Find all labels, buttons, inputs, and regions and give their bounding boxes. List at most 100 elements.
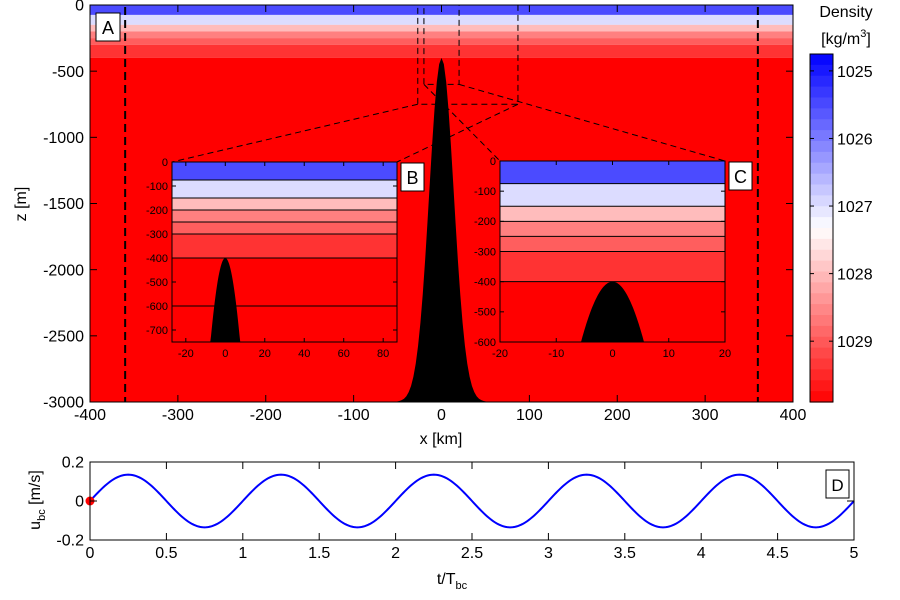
colorbar-level [810,391,833,403]
inset-c-layers [500,161,725,342]
inset-b-label: B [406,168,418,188]
x-tick-label: 0.5 [155,545,177,562]
x-tick-label: 20 [259,348,271,360]
colorbar-level [810,195,833,207]
colorbar-level [810,108,833,120]
x-tick-label: 10 [663,348,675,360]
y-tick-label: -500 [52,64,84,81]
inset-b-layers [172,162,397,342]
x-tick-label: 4 [697,545,706,562]
colorbar-level [810,162,833,175]
colorbar-level [810,282,833,294]
colorbar-level [810,173,833,186]
colorbar-level [810,380,833,392]
density-layer [500,221,725,237]
density-layer [90,14,793,25]
density-layer [172,180,397,198]
x-tick-label: 300 [692,407,719,424]
inset-c-interfaces [500,183,725,283]
colorbar-level [810,325,833,338]
zoom-connector [171,103,418,163]
density-layer [500,206,725,222]
colorbar-level [810,304,833,316]
x-tick-label: 0 [86,545,95,562]
y-tick-label: 0 [75,494,84,511]
density-colorbar: Density [kg/m3] 1025 1026 1027 1028 1029 [809,4,873,403]
density-layer [90,44,793,58]
x-tick-label: -10 [548,348,564,360]
y-tick-label: -500 [146,277,168,289]
x-tick-label: 80 [377,348,389,360]
panel-d-xlabel-main: t/T [437,571,456,588]
x-tick-label: -20 [492,348,508,360]
colorbar-level [810,151,833,164]
colorbar-level [810,315,833,327]
colorbar-unit-post: ] [866,31,870,48]
colorbar-level [810,119,833,131]
colorbar-level [810,184,833,196]
density-layer [172,198,397,210]
colorbar-level [810,271,833,283]
inset-b-x-tick-labels: -20 0 20 40 60 80 [178,348,389,360]
x-tick-label: 1.5 [308,545,330,562]
density-layer [500,183,725,207]
x-tick-label: 2.5 [461,545,483,562]
colorbar-level [810,228,833,240]
x-tick-label: 400 [780,407,807,424]
density-layer [90,31,793,39]
x-tick-label: -400 [74,407,106,424]
sponge-boundary-lines [124,7,759,402]
colorbar-level [810,249,833,262]
density-layer [172,234,397,258]
panel-a-y-tick-labels: 0 -500 -1000 -1500 -2000 -2500 -3000 [43,0,84,412]
colorbar-tick-label: 1025 [837,64,873,81]
colorbar-level [810,369,833,381]
y-tick-label: -600 [146,301,168,313]
colorbar-level [810,130,833,142]
panel-a-label: A [102,18,114,38]
density-layer [172,222,397,234]
y-tick-label: -400 [474,277,496,289]
density-layer [172,210,397,222]
panel-d-ylabel-sub: bc [36,509,48,521]
inset-c-x-tick-labels: -20 -10 0 10 20 [492,348,731,360]
zoom-connector [458,83,726,162]
inset-c-seamount [500,281,725,342]
colorbar-tick-labels: 1025 1026 1027 1028 1029 [837,64,873,351]
colorbar-level [810,293,833,305]
inset-b-seamount [172,258,397,342]
y-tick-label: 0 [490,156,496,168]
x-tick-label: 2 [391,545,400,562]
y-tick-label: 0.2 [62,455,84,472]
panel-a-y-axis-label: z [m] [13,187,30,222]
panel-d-x-axis-label: t/Tbc [437,571,468,592]
colorbar-level [810,97,833,109]
inset-b-label-box: B [400,162,425,192]
density-layer [500,236,725,252]
colorbar-levels [810,54,833,403]
y-tick-label: -200 [146,205,168,217]
colorbar-level [810,358,833,370]
x-tick-label: 40 [298,348,310,360]
x-tick-label: 0 [609,348,615,360]
x-tick-label: 5 [850,545,859,562]
y-tick-label: -100 [474,186,496,198]
colorbar-level [810,336,833,349]
x-tick-label: 3.5 [614,545,636,562]
colorbar-level [810,86,833,99]
panel-d-ticks [89,461,855,541]
panel-d-label-box: D [825,469,850,499]
panel-a-ticks [89,4,794,403]
inset-c-label: C [734,167,747,187]
panel-a-label-box: A [95,12,121,42]
x-tick-label: 200 [604,407,631,424]
seamount-ridge [90,57,793,403]
colorbar-level [810,75,833,88]
density-layer [500,251,725,282]
x-tick-label: 0 [222,348,228,360]
y-tick-label: -400 [146,253,168,265]
y-tick-label: -100 [146,181,168,193]
colorbar-unit-pre: [kg/m [821,31,860,48]
inset-c: -20 -10 0 10 20 0-100-200-300-400-500-600 C [474,156,753,360]
